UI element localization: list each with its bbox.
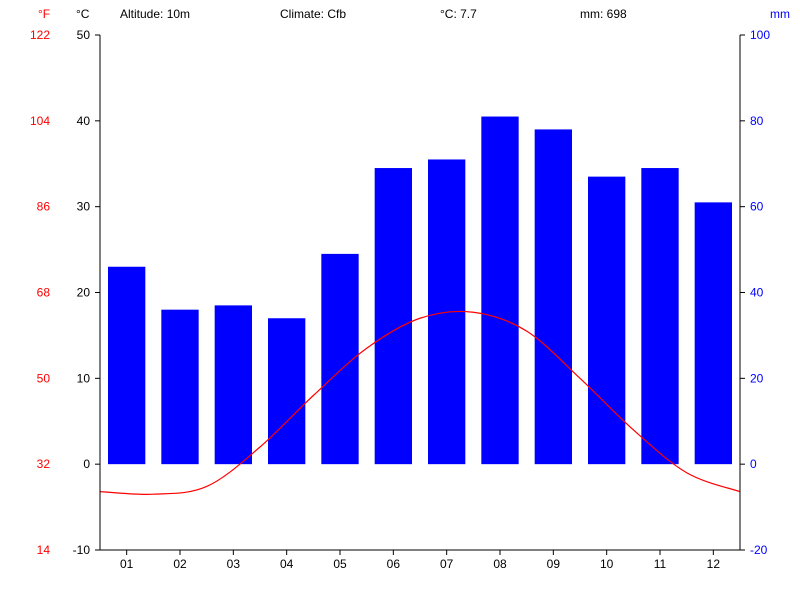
f-tick-label: 104 — [30, 114, 50, 128]
month-label: 11 — [654, 557, 667, 571]
avg-temp-label: °C: 7.7 — [440, 7, 477, 21]
month-label: 02 — [173, 557, 187, 571]
mm-tick-label: 40 — [750, 286, 764, 300]
climate-chart: -10010203040501432506886104122-200204060… — [0, 0, 800, 600]
precip-bar — [588, 177, 625, 465]
month-label: 08 — [493, 557, 507, 571]
c-tick-label: -10 — [73, 543, 91, 557]
f-tick-label: 68 — [37, 286, 51, 300]
month-label: 07 — [440, 557, 454, 571]
month-label: 05 — [333, 557, 347, 571]
precip-bar — [481, 117, 518, 465]
month-label: 04 — [280, 557, 294, 571]
precip-bar — [268, 318, 305, 464]
c-tick-label: 20 — [77, 286, 91, 300]
precip-bar — [375, 168, 412, 464]
f-tick-label: 122 — [30, 28, 50, 42]
c-tick-label: 10 — [77, 371, 91, 385]
f-axis-title: °F — [38, 7, 50, 21]
precip-bar — [535, 129, 572, 464]
mm-tick-label: 80 — [750, 114, 764, 128]
month-label: 10 — [600, 557, 614, 571]
f-tick-label: 86 — [37, 200, 51, 214]
c-tick-label: 40 — [77, 114, 91, 128]
climate-label: Climate: Cfb — [280, 7, 346, 21]
precip-bar — [161, 310, 198, 465]
total-precip-label: mm: 698 — [580, 7, 627, 21]
precip-bar — [215, 305, 252, 464]
f-tick-label: 32 — [37, 457, 51, 471]
chart-svg: -10010203040501432506886104122-200204060… — [0, 0, 800, 600]
altitude-label: Altitude: 10m — [120, 7, 190, 21]
month-label: 12 — [707, 557, 721, 571]
mm-tick-label: 60 — [750, 200, 764, 214]
mm-tick-label: 100 — [750, 28, 770, 42]
month-label: 01 — [120, 557, 134, 571]
precip-bar — [695, 202, 732, 464]
c-tick-label: 30 — [77, 200, 91, 214]
mm-tick-label: 20 — [750, 371, 764, 385]
c-axis-title: °C — [76, 7, 90, 21]
precip-bar — [641, 168, 678, 464]
month-label: 06 — [387, 557, 401, 571]
month-label: 03 — [227, 557, 241, 571]
month-label: 09 — [547, 557, 561, 571]
mm-tick-label: 0 — [750, 457, 757, 471]
c-tick-label: 50 — [77, 28, 91, 42]
mm-tick-label: -20 — [750, 543, 768, 557]
precip-bar — [108, 267, 145, 464]
mm-axis-title: mm — [770, 7, 790, 21]
f-tick-label: 14 — [37, 543, 51, 557]
c-tick-label: 0 — [83, 457, 90, 471]
f-tick-label: 50 — [37, 371, 51, 385]
